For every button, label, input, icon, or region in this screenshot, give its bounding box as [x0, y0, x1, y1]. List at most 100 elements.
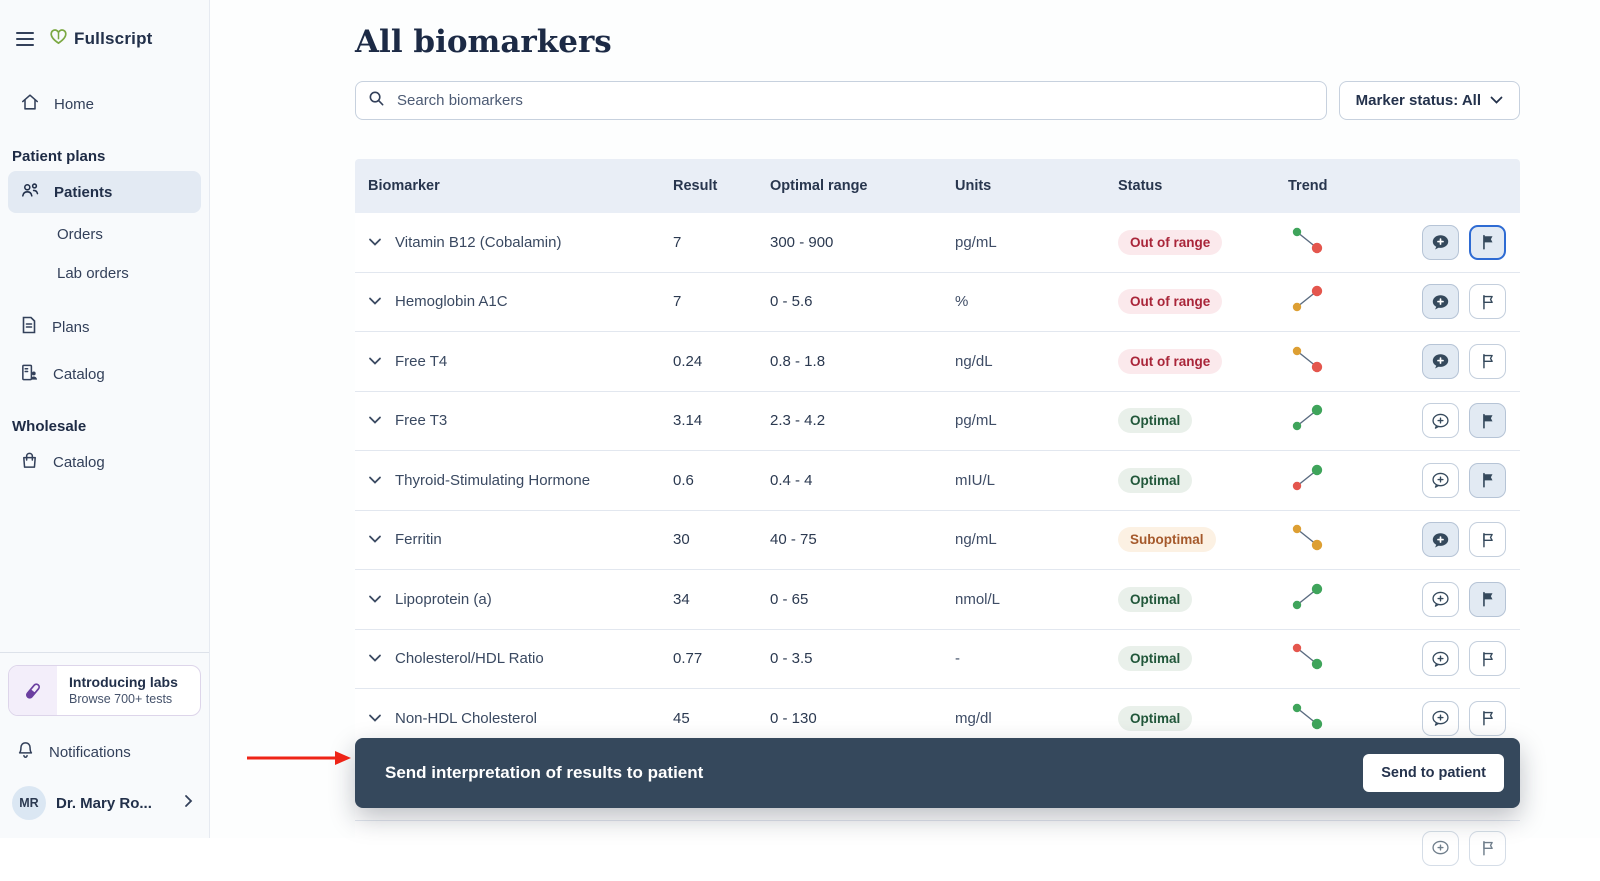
- col-header-optimal-range: Optimal range: [770, 178, 868, 194]
- table-row: [355, 820, 1520, 881]
- trend-sparkline-icon: [1288, 461, 1418, 500]
- comment-button[interactable]: [1422, 284, 1459, 320]
- sidebar-item-catalog[interactable]: Catalog: [8, 353, 201, 396]
- logo-text: Fullscript: [74, 28, 153, 48]
- flag-button[interactable]: [1469, 641, 1506, 677]
- row-expand-button[interactable]: [368, 535, 382, 544]
- comment-button[interactable]: [1422, 830, 1459, 866]
- person-card-icon: [20, 363, 39, 386]
- avatar: MR: [12, 786, 46, 820]
- table-row: Cholesterol/HDL Ratio 0.77 0 - 3.5 - Opt…: [355, 629, 1520, 689]
- flag-button[interactable]: [1469, 700, 1506, 736]
- comment-button[interactable]: [1422, 343, 1459, 379]
- optimal-range-value: 0.8 - 1.8: [770, 352, 826, 370]
- test-tube-icon: [9, 666, 57, 715]
- comment-button[interactable]: [1422, 641, 1459, 677]
- comment-button[interactable]: [1422, 462, 1459, 498]
- optimal-range-value: 0 - 5.6: [770, 293, 813, 311]
- chevron-down-icon: [369, 297, 381, 306]
- trend-sparkline-icon: [1288, 223, 1418, 262]
- biomarkers-table: Biomarker Result Optimal range Units Sta…: [355, 159, 1520, 881]
- flag-button[interactable]: [1469, 581, 1506, 617]
- col-header-trend: Trend: [1288, 178, 1328, 194]
- row-expand-button[interactable]: [368, 297, 382, 306]
- units-value: %: [955, 293, 969, 311]
- result-value: 34: [673, 590, 690, 608]
- chevron-down-icon: [369, 416, 381, 425]
- flag-button[interactable]: [1469, 343, 1506, 379]
- comment-button[interactable]: [1422, 581, 1459, 617]
- sidebar-item-orders[interactable]: Orders: [57, 226, 103, 243]
- heart-leaf-icon: [49, 27, 68, 50]
- optimal-range-value: 0 - 65: [770, 590, 809, 608]
- row-expand-button[interactable]: [368, 595, 382, 604]
- result-value: 0.24: [673, 352, 703, 370]
- optimal-range-value: 0.4 - 4: [770, 471, 813, 489]
- sidebar-item-home[interactable]: Home: [8, 82, 201, 126]
- optimal-range-value: 300 - 900: [770, 233, 834, 251]
- sidebar-item-wholesale-catalog[interactable]: Catalog: [8, 441, 201, 484]
- chevron-down-icon: [369, 357, 381, 365]
- chevron-down-icon: [369, 654, 381, 663]
- trend-sparkline-icon: [1288, 699, 1418, 738]
- divider: [0, 652, 209, 653]
- result-value: 7: [673, 293, 682, 311]
- labs-banner-subtitle: Browse 700+ tests: [69, 692, 173, 706]
- search-input[interactable]: [395, 91, 1314, 110]
- flag-button[interactable]: [1469, 224, 1506, 260]
- flag-button[interactable]: [1469, 403, 1506, 439]
- send-to-patient-button[interactable]: Send to patient: [1363, 754, 1504, 792]
- units-value: pg/mL: [955, 412, 997, 430]
- filter-label: Marker status: All: [1355, 92, 1481, 109]
- sidebar-item-label: Notifications: [49, 743, 131, 761]
- marker-status-filter[interactable]: Marker status: All: [1338, 81, 1520, 120]
- sidebar-item-lab-orders[interactable]: Lab orders: [57, 265, 129, 282]
- optimal-range-value: 2.3 - 4.2: [770, 412, 826, 430]
- flag-button[interactable]: [1469, 830, 1506, 866]
- optimal-range-value: 40 - 75: [770, 531, 817, 549]
- flag-button[interactable]: [1469, 462, 1506, 498]
- section-heading-patient-plans: Patient plans: [12, 148, 106, 165]
- trend-sparkline-icon: [1288, 401, 1418, 440]
- sidebar-item-label: Home: [54, 95, 95, 113]
- chevron-down-icon: [369, 476, 381, 484]
- search-icon: [368, 90, 385, 112]
- flag-button[interactable]: [1469, 284, 1506, 320]
- comment-button[interactable]: [1422, 522, 1459, 558]
- row-expand-button[interactable]: [368, 476, 382, 485]
- flag-button[interactable]: [1469, 522, 1506, 558]
- trend-sparkline-icon: [1288, 639, 1418, 678]
- page-title: All biomarkers: [355, 24, 612, 60]
- trend-sparkline-icon: [1288, 342, 1418, 381]
- chevron-down-icon: [1490, 92, 1503, 109]
- row-expand-button[interactable]: [368, 654, 382, 663]
- shopping-bag-icon: [20, 451, 39, 474]
- menu-icon[interactable]: [16, 31, 34, 46]
- labs-banner[interactable]: Introducing labs Browse 700+ tests: [8, 665, 201, 716]
- sidebar-item-notifications[interactable]: Notifications: [0, 730, 209, 774]
- row-expand-button[interactable]: [368, 416, 382, 425]
- labs-banner-title: Introducing labs: [69, 674, 178, 690]
- biomarker-name: Vitamin B12 (Cobalamin): [395, 233, 562, 251]
- profile-menu[interactable]: MR Dr. Mary Ro...: [0, 774, 209, 838]
- result-value: 3.14: [673, 412, 703, 430]
- optimal-range-value: 0 - 3.5: [770, 650, 813, 668]
- sidebar: Fullscript Home Patient plans Patients O…: [0, 0, 210, 838]
- comment-button[interactable]: [1422, 224, 1459, 260]
- comment-button[interactable]: [1422, 700, 1459, 736]
- result-value: 7: [673, 233, 682, 251]
- col-header-status: Status: [1118, 178, 1163, 194]
- comment-button[interactable]: [1422, 403, 1459, 439]
- app-logo[interactable]: Fullscript: [49, 27, 153, 50]
- units-value: ng/dL: [955, 352, 993, 370]
- status-badge: Suboptimal: [1118, 527, 1216, 553]
- result-value: 45: [673, 709, 690, 727]
- home-icon: [20, 92, 40, 116]
- sidebar-item-plans[interactable]: Plans: [8, 305, 201, 349]
- table-body: Vitamin B12 (Cobalamin) 7 300 - 900 pg/m…: [355, 213, 1520, 749]
- row-expand-button[interactable]: [368, 714, 382, 723]
- biomarker-name: Ferritin: [395, 531, 442, 549]
- row-expand-button[interactable]: [368, 357, 382, 366]
- sidebar-item-patients[interactable]: Patients: [8, 171, 201, 213]
- row-expand-button[interactable]: [368, 238, 382, 247]
